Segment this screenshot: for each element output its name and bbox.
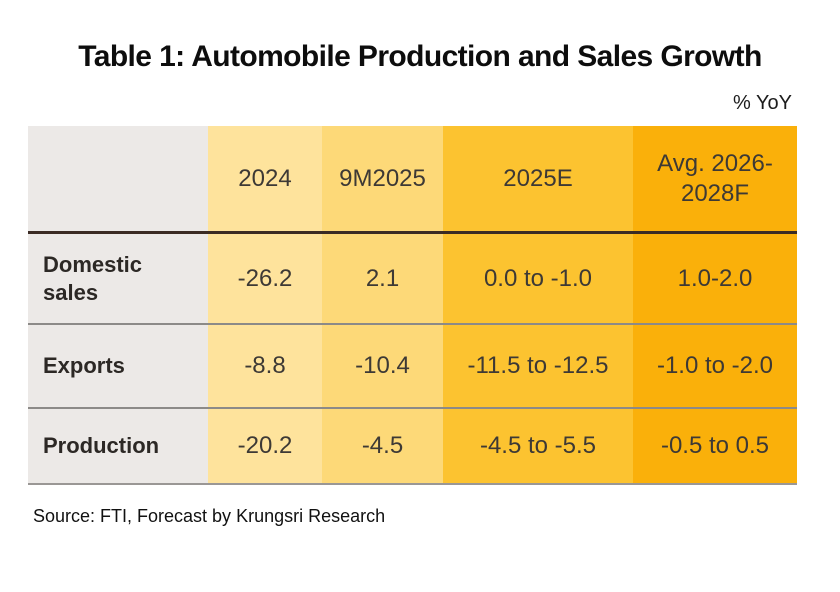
table-title: Table 1: Automobile Production and Sales…	[78, 40, 762, 73]
cell-domestic-sales-9m2025: 2.1	[322, 232, 443, 325]
table-row-exports: Exports -8.8 -10.4 -11.5 to -12.5 -1.0 t…	[28, 324, 797, 409]
cell-exports-9m2025: -10.4	[322, 324, 443, 409]
col-header-2024: 2024	[208, 126, 322, 234]
col-header-avg-2026-2028f: Avg. 2026-2028F	[633, 126, 797, 234]
cell-production-2025e: -4.5 to -5.5	[443, 408, 633, 484]
table-row-domestic-sales: Domestic sales -26.2 2.1 0.0 to -1.0 1.0…	[28, 232, 797, 325]
cell-production-9m2025: -4.5	[322, 408, 443, 484]
row-label-exports: Exports	[28, 324, 208, 409]
cell-exports-2025e: -11.5 to -12.5	[443, 324, 633, 409]
cell-exports-2024: -8.8	[208, 324, 322, 409]
cell-exports-avg: -1.0 to -2.0	[633, 324, 797, 409]
data-table: 2024 9M2025 2025E Avg. 2026-2028F Domest…	[28, 126, 797, 485]
row-label-domestic-sales: Domestic sales	[28, 232, 208, 325]
source-note: Source: FTI, Forecast by Krungsri Resear…	[33, 506, 386, 526]
cell-production-avg: -0.5 to 0.5	[633, 408, 797, 484]
corner-cell	[28, 126, 208, 234]
cell-domestic-sales-2024: -26.2	[208, 232, 322, 325]
col-header-2025e: 2025E	[443, 126, 633, 234]
header-row: 2024 9M2025 2025E Avg. 2026-2028F	[28, 126, 797, 234]
col-header-9m2025: 9M2025	[322, 126, 443, 234]
row-label-production: Production	[28, 408, 208, 484]
table-row-production: Production -20.2 -4.5 -4.5 to -5.5 -0.5 …	[28, 408, 797, 484]
unit-label: % YoY	[733, 92, 792, 114]
cell-domestic-sales-2025e: 0.0 to -1.0	[443, 232, 633, 325]
cell-production-2024: -20.2	[208, 408, 322, 484]
cell-domestic-sales-avg: 1.0-2.0	[633, 232, 797, 325]
